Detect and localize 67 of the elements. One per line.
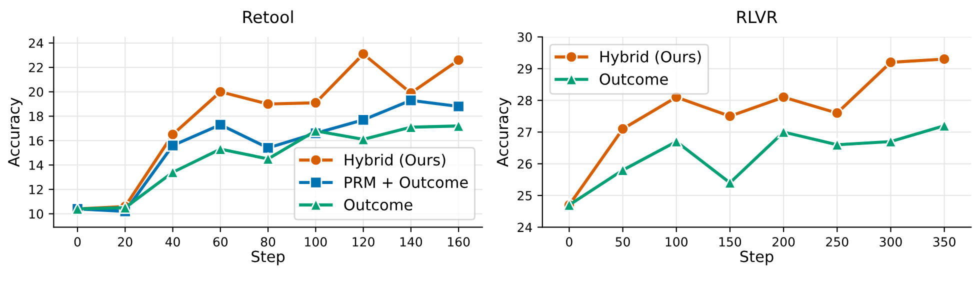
legend-label: Outcome [344, 198, 412, 210]
legend-label: Outcome [600, 73, 668, 85]
point [777, 126, 790, 138]
point [830, 106, 844, 120]
y-axis-title: Accuracy [8, 98, 22, 167]
point [262, 152, 274, 166]
x-tick-label: 0 [74, 237, 81, 247]
legend-label: PRM + Outcome [344, 176, 468, 188]
point [262, 98, 274, 110]
point [938, 119, 951, 132]
x-tick-label: 0 [566, 237, 572, 247]
point [616, 122, 630, 136]
y-tick-label: 27 [518, 128, 532, 137]
y-tick-label: 28 [518, 96, 532, 106]
chart-title: RLVR [737, 10, 778, 24]
x-tick-label: 150 [719, 237, 742, 247]
y-tick-label: 26 [518, 159, 532, 169]
chart-title: Retool [243, 10, 293, 24]
legend-label: Hybrid (Ours) [344, 154, 446, 169]
x-tick-label: 50 [616, 237, 630, 247]
y-tick-label: 25 [518, 190, 532, 200]
point [262, 142, 274, 154]
y-axis-title: Accuracy [496, 98, 512, 167]
y-tick-label: 20 [28, 87, 44, 97]
point [452, 54, 465, 66]
point [884, 56, 897, 69]
x-tick-label: 250 [826, 237, 848, 247]
y-tick-label: 30 [518, 32, 532, 42]
x-tick-label: 60 [213, 237, 228, 247]
y-tick-label: 14 [29, 160, 44, 170]
y-tick-label: 24 [28, 38, 44, 48]
point [214, 118, 227, 131]
point [214, 86, 227, 98]
y-tick-label: 18 [29, 112, 44, 122]
point [357, 48, 370, 60]
point [452, 100, 465, 113]
y-tick-label: 29 [518, 64, 532, 74]
x-tick-label: 100 [305, 237, 327, 247]
point [670, 135, 683, 148]
point [938, 52, 951, 66]
point [404, 94, 418, 107]
point [309, 96, 322, 110]
point [166, 128, 180, 141]
x-tick-label: 200 [772, 237, 795, 247]
point [214, 142, 227, 156]
y-tick-label: 24 [518, 222, 532, 232]
point [357, 114, 370, 126]
y-tick-label: 12 [29, 184, 43, 194]
point [309, 124, 322, 138]
x-tick-label: 80 [260, 237, 276, 247]
y-tick-label: 16 [29, 136, 44, 146]
y-tick-label: 22 [28, 62, 43, 72]
x-tick-label: 160 [448, 237, 470, 247]
x-tick-label: 300 [880, 237, 902, 247]
x-tick-label: 40 [165, 237, 180, 247]
point [777, 90, 790, 104]
y-tick-label: 10 [29, 209, 44, 219]
x-tick-label: 350 [933, 237, 956, 247]
x-tick-label: 120 [352, 237, 374, 247]
x-tick-label: 20 [118, 237, 132, 247]
x-axis-title: Step [252, 250, 285, 266]
x-tick-label: 100 [666, 237, 688, 247]
x-tick-label: 140 [400, 237, 422, 247]
point [724, 110, 736, 122]
legend-label: Hybrid (Ours) [600, 50, 701, 66]
x-axis-title: Step [740, 250, 774, 266]
point [166, 139, 180, 152]
